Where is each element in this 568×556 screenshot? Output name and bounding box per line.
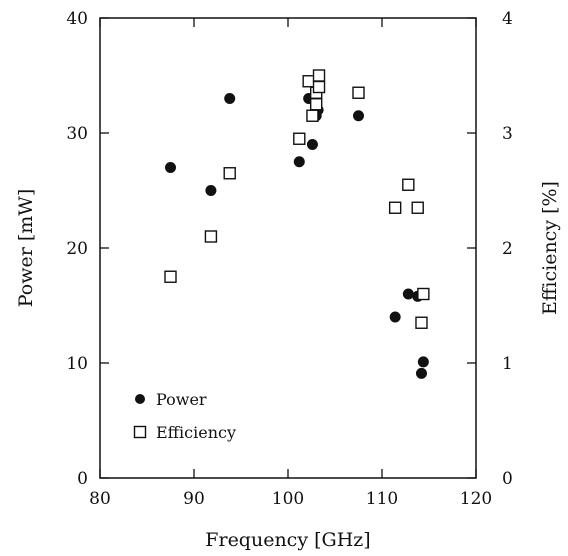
efficiency-point bbox=[307, 110, 318, 121]
power-point bbox=[403, 289, 413, 299]
power-point bbox=[418, 357, 428, 367]
efficiency-point bbox=[303, 76, 314, 87]
x-tick-label: 80 bbox=[89, 489, 111, 509]
power-point bbox=[225, 94, 235, 104]
legend-efficiency-marker bbox=[135, 427, 146, 438]
y-tick-label: 30 bbox=[66, 124, 88, 144]
data-marks bbox=[165, 70, 429, 378]
efficiency-point bbox=[390, 202, 401, 213]
y2-tick-label: 1 bbox=[502, 354, 513, 374]
legend: Power Efficiency bbox=[135, 390, 237, 442]
power-point bbox=[354, 111, 364, 121]
y-tick-label: 40 bbox=[66, 9, 88, 29]
y2-tick-label: 3 bbox=[502, 124, 513, 144]
power-point bbox=[206, 186, 216, 196]
power-point bbox=[390, 312, 400, 322]
efficiency-point bbox=[314, 82, 325, 93]
power-point bbox=[294, 157, 304, 167]
x-tick-label: 110 bbox=[366, 489, 398, 509]
plot-frame bbox=[100, 18, 476, 478]
efficiency-point bbox=[294, 133, 305, 144]
legend-power-label: Power bbox=[156, 390, 207, 409]
power-point bbox=[416, 368, 426, 378]
power-point bbox=[307, 140, 317, 150]
x-tick-label: 90 bbox=[183, 489, 205, 509]
y-tick-label: 0 bbox=[77, 469, 88, 489]
efficiency-point bbox=[311, 99, 322, 110]
efficiency-point bbox=[165, 271, 176, 282]
legend-power-marker bbox=[135, 394, 145, 404]
efficiency-point bbox=[418, 289, 429, 300]
y2-tick-label: 4 bbox=[502, 9, 513, 29]
x-axis-title: Frequency [GHz] bbox=[205, 529, 370, 551]
efficiency-point bbox=[224, 168, 235, 179]
efficiency-point bbox=[314, 70, 325, 81]
y-tick-label: 10 bbox=[66, 354, 88, 374]
y2-axis-title: Efficiency [%] bbox=[539, 181, 561, 315]
y2-tick-label: 2 bbox=[502, 239, 513, 259]
y2-tick-label: 0 bbox=[502, 469, 513, 489]
power-point bbox=[166, 163, 176, 173]
plot-border bbox=[100, 18, 476, 478]
efficiency-point bbox=[403, 179, 414, 190]
y-axis-title: Power [mW] bbox=[15, 189, 37, 307]
efficiency-point bbox=[353, 87, 364, 98]
axis-ticks: 80 90 100 110 120 0 10 20 30 40 0 1 2 3 4 bbox=[66, 9, 512, 509]
efficiency-point bbox=[412, 202, 423, 213]
y-tick-label: 20 bbox=[66, 239, 88, 259]
legend-efficiency-label: Efficiency bbox=[156, 423, 236, 442]
x-tick-label: 100 bbox=[272, 489, 304, 509]
efficiency-point bbox=[416, 317, 427, 328]
efficiency-point bbox=[205, 231, 216, 242]
x-tick-label: 120 bbox=[460, 489, 492, 509]
